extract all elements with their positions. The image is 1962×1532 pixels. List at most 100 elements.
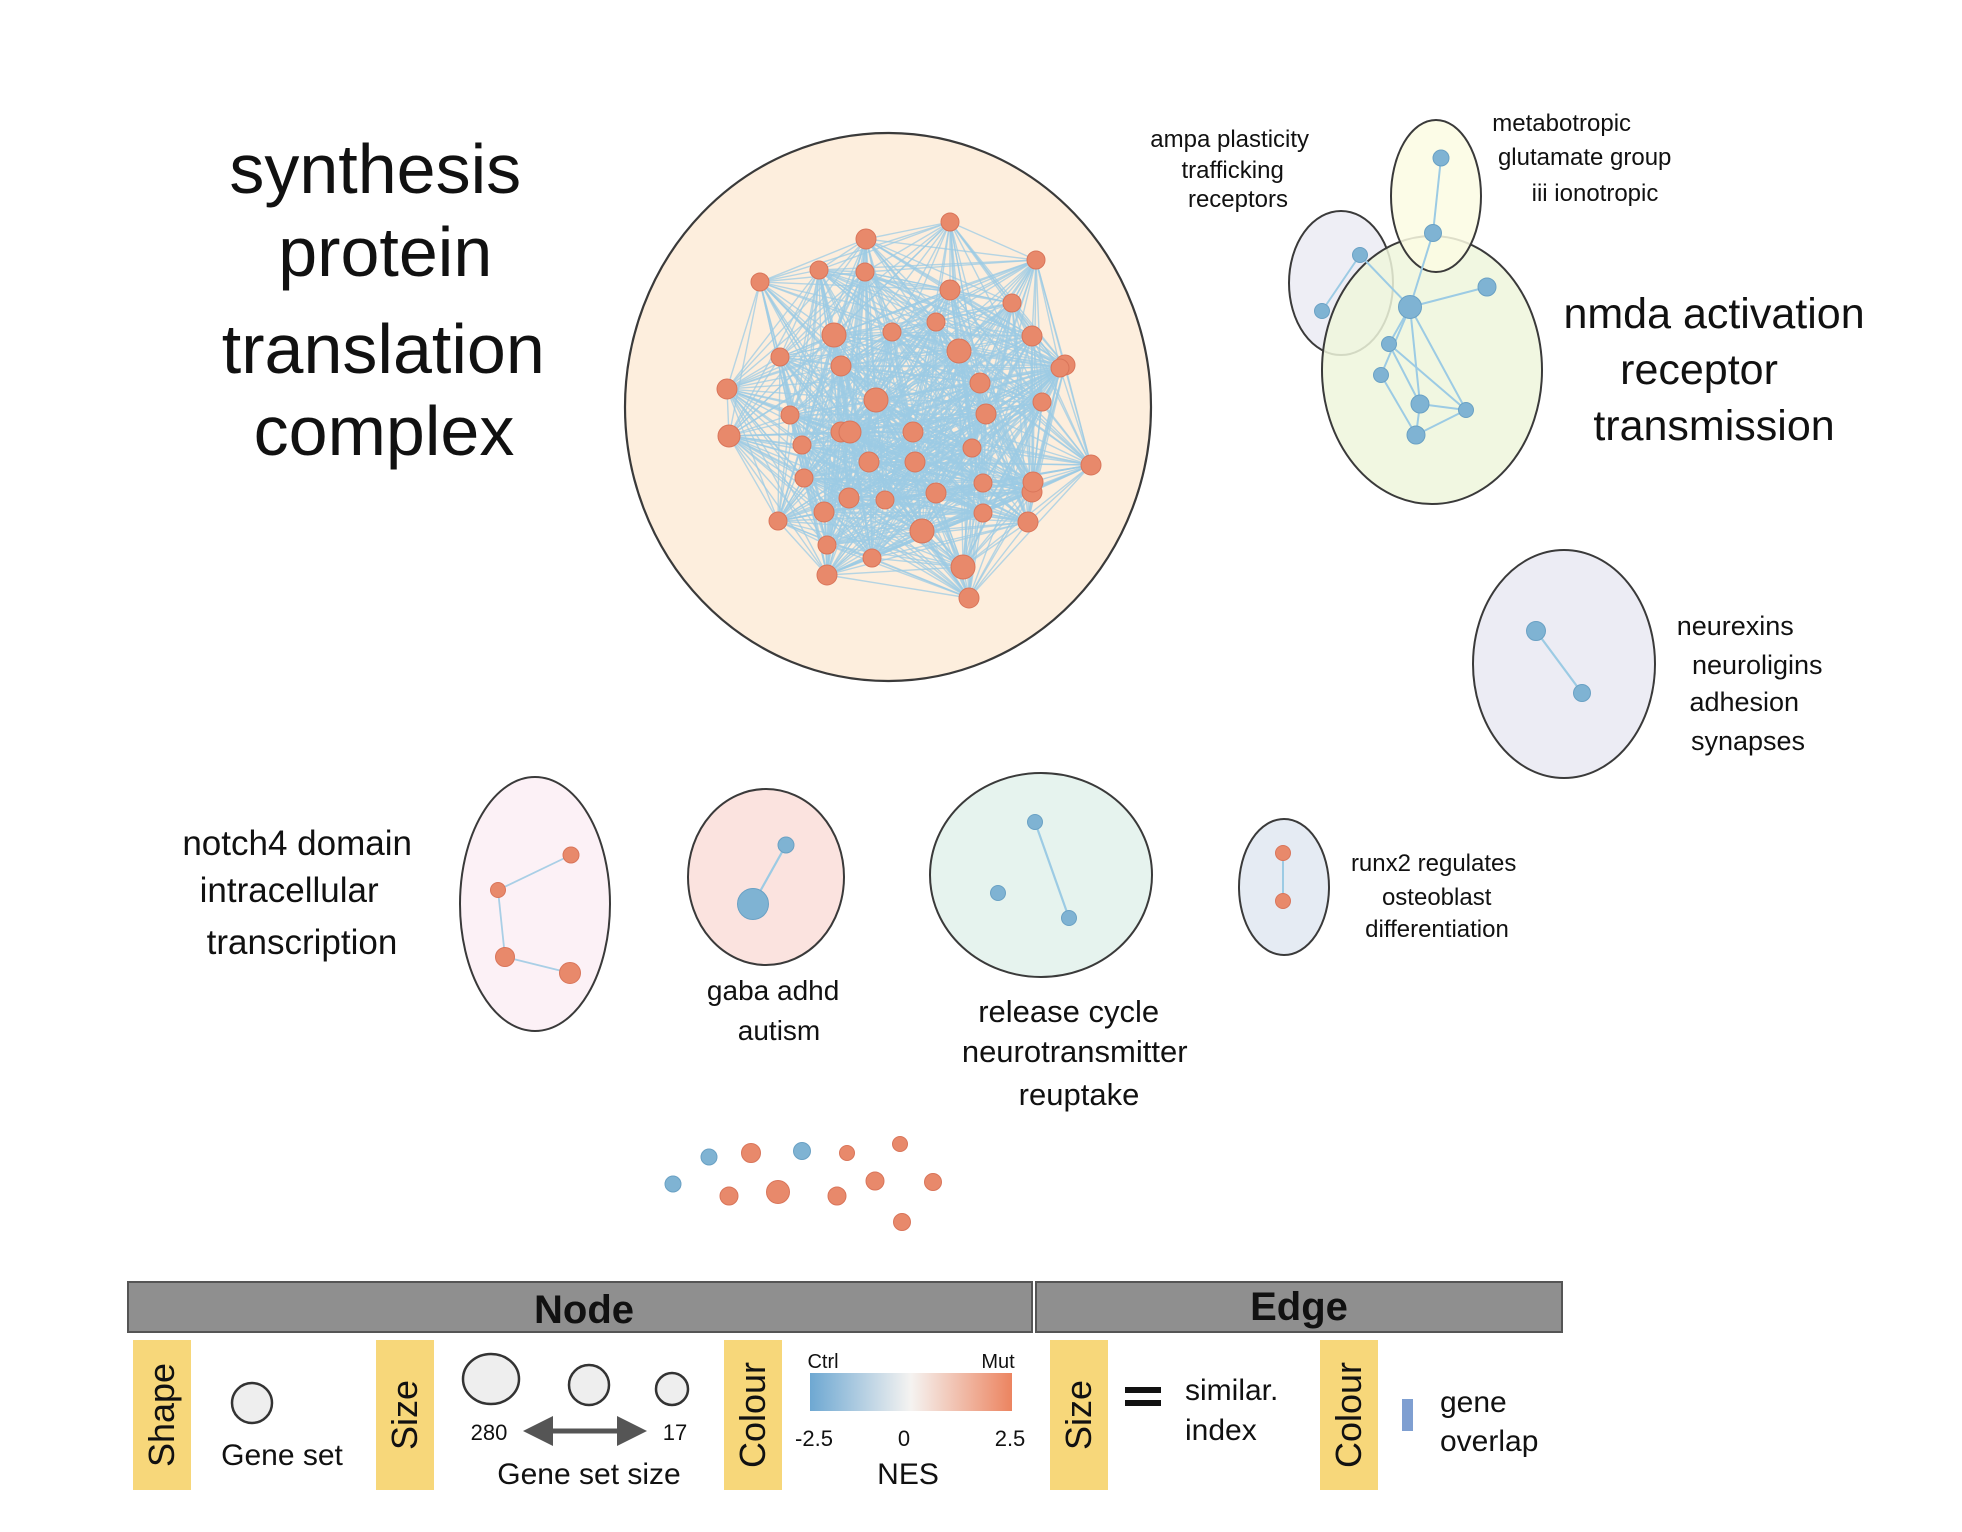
gene-set-node[interactable] — [1373, 367, 1389, 383]
gene-set-node[interactable] — [562, 846, 580, 864]
gene-set-node[interactable] — [830, 355, 852, 377]
gene-set-node[interactable] — [926, 312, 946, 332]
gene-set-node[interactable] — [1477, 277, 1497, 297]
gene-set-node[interactable] — [1032, 392, 1052, 412]
gene-set-node[interactable] — [940, 212, 960, 232]
gene-set-node[interactable] — [1002, 293, 1022, 313]
gene-set-node[interactable] — [838, 487, 860, 509]
gene-set-node[interactable] — [816, 564, 838, 586]
gene-set-node[interactable] — [882, 322, 902, 342]
edge — [826, 530, 923, 546]
gene-set-node[interactable] — [809, 260, 829, 280]
notch4-edges — [497, 854, 572, 974]
edge — [726, 388, 828, 576]
gene-set-node[interactable] — [559, 962, 581, 984]
gene-set-node[interactable] — [1410, 394, 1430, 414]
cluster-notch4-hull — [459, 776, 611, 1032]
gene-set-node[interactable] — [925, 482, 947, 504]
gene-set-node[interactable] — [741, 1143, 761, 1163]
cluster-notch4-label-line: intracellular — [200, 871, 379, 910]
gene-set-node[interactable] — [1026, 250, 1046, 270]
edge — [868, 461, 964, 568]
gene-set-node[interactable] — [813, 501, 835, 523]
gene-set-node[interactable] — [875, 490, 895, 510]
gene-set-node[interactable] — [855, 228, 877, 250]
gene-set-node[interactable] — [1424, 224, 1442, 242]
gene-set-node[interactable] — [909, 518, 935, 544]
edge — [884, 499, 1029, 523]
gene-set-node[interactable] — [719, 1186, 739, 1206]
gene-set-node[interactable] — [839, 1145, 855, 1161]
gene-set-node[interactable] — [770, 347, 790, 367]
gene-set-node[interactable] — [1080, 454, 1102, 476]
gene-set-node[interactable] — [1275, 845, 1291, 861]
gene-set-node[interactable] — [1021, 325, 1043, 347]
gene-set-node[interactable] — [700, 1148, 718, 1166]
gene-set-node[interactable] — [1573, 684, 1591, 702]
gene-set-node[interactable] — [664, 1175, 682, 1193]
gene-set-node[interactable] — [490, 882, 506, 898]
gene-set-node[interactable] — [1027, 814, 1043, 830]
gene-set-node[interactable] — [768, 511, 788, 531]
gene-set-node[interactable] — [950, 554, 976, 580]
gene-set-node[interactable] — [821, 322, 847, 348]
gene-set-node[interactable] — [924, 1173, 942, 1191]
gene-set-node[interactable] — [946, 338, 972, 364]
gene-set-node[interactable] — [1314, 303, 1330, 319]
gene-set-node[interactable] — [1017, 511, 1039, 533]
gene-set-node[interactable] — [865, 1171, 885, 1191]
cluster-nmda-label: nmda activation receptor transmission — [1563, 290, 1876, 450]
legend-nes-tick: -2.5 — [795, 1426, 833, 1451]
gene-set-node[interactable] — [904, 451, 926, 473]
gene-set-node[interactable] — [777, 836, 795, 854]
gene-set-node[interactable] — [794, 468, 814, 488]
gene-set-node[interactable] — [827, 1186, 847, 1206]
gene-set-node[interactable] — [750, 272, 770, 292]
edge — [728, 356, 781, 437]
gene-set-node[interactable] — [780, 405, 800, 425]
gene-set-node[interactable] — [973, 503, 993, 523]
gene-set-node[interactable] — [1050, 358, 1070, 378]
gene-set-node[interactable] — [962, 438, 982, 458]
gene-set-node[interactable] — [1061, 910, 1077, 926]
gene-set-node[interactable] — [766, 1180, 790, 1204]
gene-set-node[interactable] — [1406, 425, 1426, 445]
gene-set-node[interactable] — [717, 424, 741, 448]
gene-set-node[interactable] — [1275, 893, 1291, 909]
gene-set-node[interactable] — [863, 387, 889, 413]
edge — [1041, 401, 1092, 466]
gene-set-node[interactable] — [817, 535, 837, 555]
gene-set-node[interactable] — [793, 1142, 811, 1160]
gene-set-node[interactable] — [958, 587, 980, 609]
gene-set-node[interactable] — [716, 378, 738, 400]
gene-set-node[interactable] — [1352, 247, 1368, 263]
gene-set-node[interactable] — [855, 262, 875, 282]
gene-set-node[interactable] — [862, 548, 882, 568]
edge — [777, 520, 923, 532]
gene-set-node[interactable] — [838, 420, 862, 444]
edge — [759, 281, 835, 336]
gene-set-node[interactable] — [892, 1136, 908, 1152]
gene-set-node[interactable] — [973, 473, 993, 493]
legend-nes-tick: 0 — [898, 1426, 910, 1451]
gene-set-node[interactable] — [939, 279, 961, 301]
gene-set-node[interactable] — [969, 372, 991, 394]
gene-set-node[interactable] — [902, 421, 924, 443]
gene-set-node[interactable] — [858, 451, 880, 473]
edge — [826, 492, 937, 546]
gene-set-node[interactable] — [1458, 402, 1474, 418]
gene-set-node[interactable] — [792, 435, 812, 455]
edge — [726, 269, 820, 390]
gene-set-node[interactable] — [1022, 471, 1044, 493]
edge — [826, 499, 886, 546]
edge-width-icon — [1125, 1387, 1161, 1393]
gene-set-node[interactable] — [737, 888, 769, 920]
gene-set-node[interactable] — [1526, 621, 1546, 641]
gene-set-node[interactable] — [1432, 149, 1450, 167]
gene-set-node[interactable] — [975, 403, 997, 425]
gene-set-node[interactable] — [1398, 295, 1422, 319]
gene-set-node[interactable] — [990, 885, 1006, 901]
gene-set-node[interactable] — [1381, 336, 1397, 352]
gene-set-node[interactable] — [893, 1213, 911, 1231]
gene-set-node[interactable] — [495, 947, 515, 967]
